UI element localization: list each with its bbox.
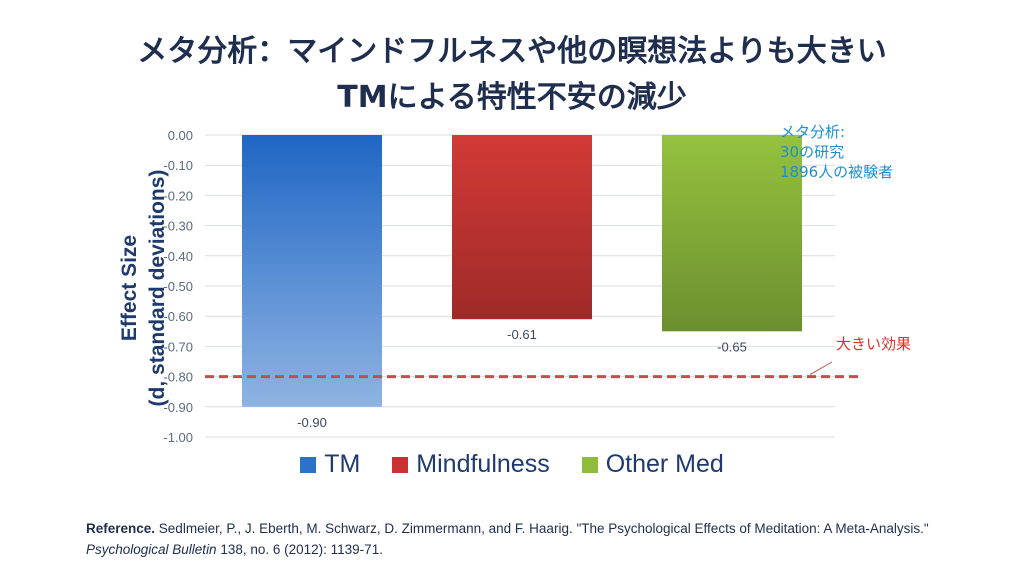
- data-label: -0.61: [507, 327, 537, 342]
- y-tick-label: -0.70: [163, 339, 193, 354]
- note-line-3: 1896人の被験者: [780, 163, 894, 181]
- bar-mindfulness: [452, 135, 592, 320]
- legend-label-other-med: Other Med: [605, 450, 724, 478]
- y-tick-label: -0.90: [163, 400, 193, 415]
- y-tick-labels: 0.00 -0.10 -0.20 -0.30 -0.40 -0.50 -0.60 -0.70 -…: [163, 128, 193, 445]
- y-tick-label: -0.80: [163, 370, 193, 385]
- legend-label-tm: TM: [324, 450, 361, 478]
- large-effect-pointer: [809, 361, 833, 376]
- legend-item-other-med: Other Med: [581, 450, 724, 479]
- data-label: -0.65: [717, 339, 747, 354]
- reference-pages: 138, no. 6 (2012): 1139-71.: [216, 542, 383, 557]
- y-tick-label: -0.30: [163, 219, 193, 234]
- legend-swatch-other-med: [581, 456, 598, 473]
- legend-item-mindfulness: Mindfulness: [392, 450, 550, 479]
- legend-swatch-mindfulness: [392, 456, 409, 473]
- note-line-2: 30の研究: [780, 143, 845, 161]
- y-tick-label: -1.00: [163, 430, 193, 445]
- title-line-1: メタ分析：マインドフルネスや他の瞑想法よりも大きい: [137, 34, 887, 69]
- title-line-2: TMによる特性不安の減少: [337, 80, 687, 115]
- note-line-1: メタ分析:: [780, 123, 846, 141]
- reference-bold: Reference.: [86, 521, 156, 536]
- reference-citation: Reference. Sedlmeier, P., J. Eberth, M. …: [86, 518, 986, 560]
- legend-swatch-tm: [300, 456, 317, 473]
- y-tick-label: -0.10: [163, 158, 193, 173]
- y-tick-label: 0.00: [168, 128, 193, 143]
- y-tick-label: -0.50: [163, 279, 193, 294]
- reference-journal: Psychological Bulletin: [86, 542, 217, 557]
- data-label: -0.90: [297, 415, 327, 430]
- reference-line: [205, 361, 860, 379]
- bar-tm: [242, 135, 382, 407]
- meta-analysis-note: メタ分析: 30の研究 1896人の被験者: [780, 122, 893, 182]
- data-labels: -0.90 -0.61 -0.65: [297, 327, 747, 430]
- legend: TM Mindfulness Other Med: [0, 450, 1024, 479]
- legend-item-tm: TM: [300, 450, 360, 479]
- bars: [242, 135, 802, 407]
- reference-text: Sedlmeier, P., J. Eberth, M. Schwarz, D.…: [155, 521, 929, 536]
- y-tick-label: -0.40: [163, 249, 193, 264]
- y-tick-label: -0.60: [163, 309, 193, 324]
- large-effect-label: 大きい効果: [836, 335, 912, 353]
- legend-label-mindfulness: Mindfulness: [416, 450, 550, 478]
- y-tick-label: -0.20: [163, 188, 193, 203]
- bar-other-med: [662, 135, 802, 332]
